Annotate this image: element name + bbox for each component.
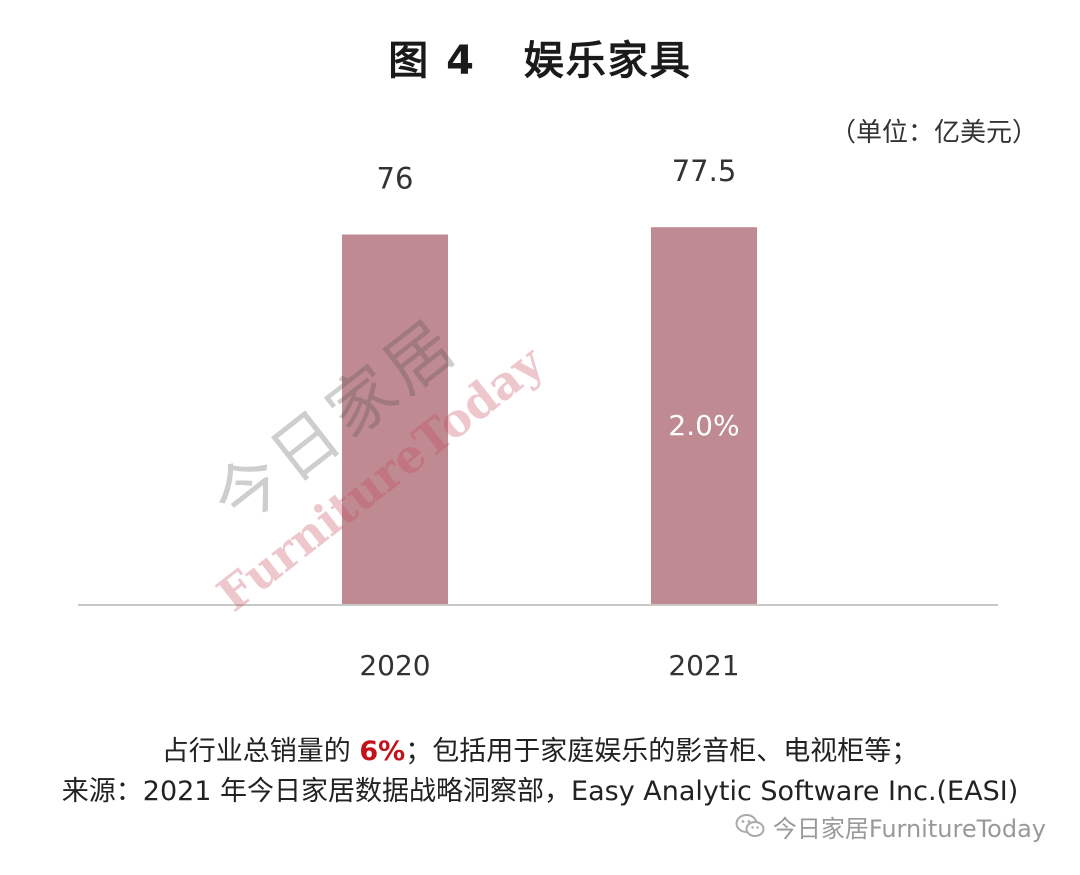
note-share-prefix: 占行业总销量的: [161, 736, 360, 767]
note-source: 来源：2021 年今日家居数据战略洞察部，Easy Analytic Softw…: [61, 776, 1019, 807]
bar-2020: [342, 234, 448, 605]
brand-footer: 今日家居FurnitureToday: [735, 806, 1046, 846]
unit-label: （单位：亿美元）: [829, 118, 1038, 148]
growth-label: 2.0%: [668, 409, 739, 442]
bar-2021: [651, 227, 757, 605]
x-tick-label-2021: 2021: [668, 649, 739, 682]
bar-chart: 76 2020 77.5 2021 2.0%: [78, 154, 998, 682]
data-label-2020: 76: [377, 162, 414, 196]
brand-text: 今日家居FurnitureToday: [772, 814, 1046, 843]
wechat-icon: [735, 814, 765, 837]
note-share-percent: 6%: [359, 736, 406, 767]
x-tick-label-2020: 2020: [359, 649, 430, 682]
note-share: 占行业总销量的 6%；包括用于家庭娱乐的影音柜、电视柜等；: [0, 732, 1080, 772]
data-label-2021: 77.5: [672, 154, 737, 188]
chart-title: 图 4 娱乐家具: [388, 38, 692, 84]
note-share-suffix: ；包括用于家庭娱乐的影音柜、电视柜等；: [405, 736, 919, 767]
